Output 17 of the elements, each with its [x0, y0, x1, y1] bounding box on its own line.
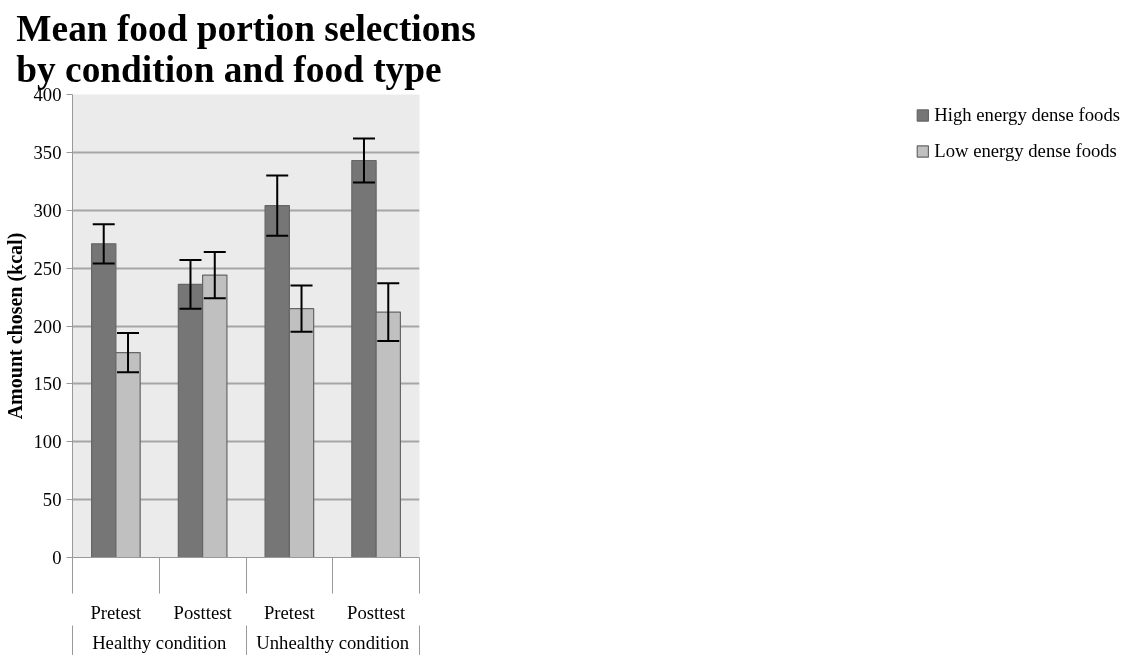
- text: Unhealthy condition: [256, 631, 410, 653]
- legend-label: High energy dense foods: [934, 104, 1120, 126]
- text: Healthy condition: [92, 631, 228, 653]
- y-tick-label: 350: [33, 141, 62, 163]
- x-tick-label: Posttest: [173, 601, 233, 623]
- y-tick-label: 200: [33, 315, 62, 337]
- y-tick-label: 150: [33, 373, 62, 395]
- x-tick-label: Posttest: [347, 601, 406, 623]
- y-tick-label: 250: [33, 257, 62, 279]
- y-tick-label: 300: [33, 199, 62, 221]
- x-tick-label: Pretest: [263, 601, 316, 623]
- x-tick-label: Pretest: [90, 601, 143, 623]
- y-axis-title: Amount chosen (kcal): [3, 232, 27, 420]
- legend-label: Low energy dense foods: [934, 140, 1117, 162]
- y-tick-label: 0: [52, 547, 62, 568]
- y-tick-label: 50: [42, 489, 62, 511]
- y-tick-label: 100: [33, 431, 62, 453]
